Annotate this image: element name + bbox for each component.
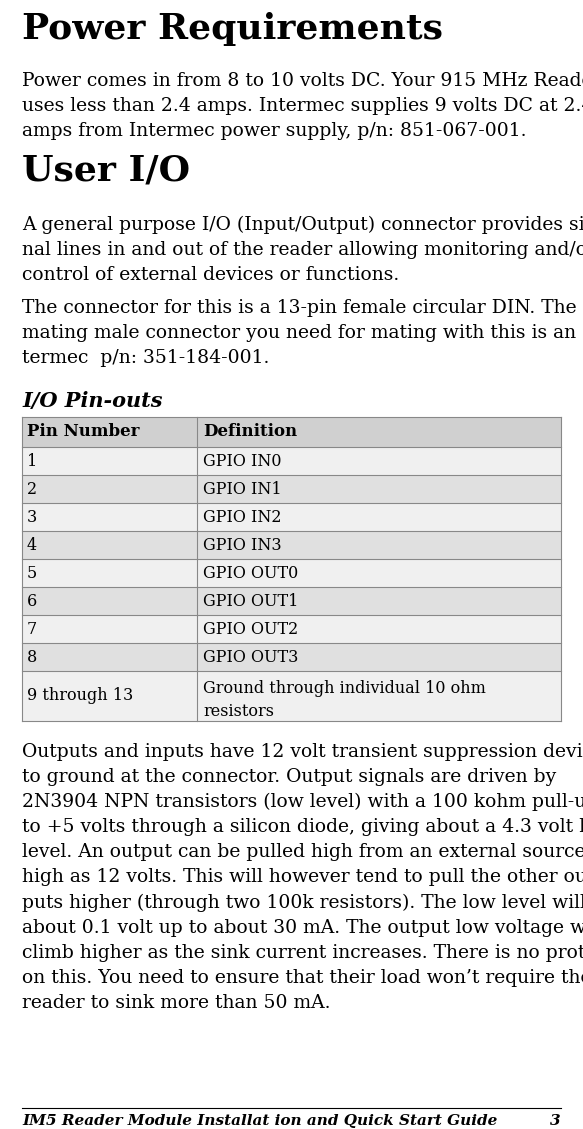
Text: 2: 2: [27, 481, 37, 498]
Bar: [22, 447, 561, 475]
Text: Definition: Definition: [203, 423, 297, 440]
Bar: [22, 671, 561, 721]
Text: GPIO IN0: GPIO IN0: [203, 453, 282, 470]
Text: A general purpose I/O (Input/Output) connector provides sig-
nal lines in and ou: A general purpose I/O (Input/Output) con…: [22, 216, 583, 285]
Text: Outputs and inputs have 12 volt transient suppression devices
to ground at the c: Outputs and inputs have 12 volt transien…: [22, 743, 583, 1012]
Text: GPIO OUT0: GPIO OUT0: [203, 564, 298, 581]
Text: 9 through 13: 9 through 13: [27, 688, 134, 704]
Text: I/O Pin-outs: I/O Pin-outs: [22, 391, 163, 411]
Text: Power Requirements: Power Requirements: [22, 12, 443, 46]
Bar: [22, 475, 561, 504]
Text: GPIO IN3: GPIO IN3: [203, 536, 282, 553]
Text: GPIO IN2: GPIO IN2: [203, 508, 282, 525]
Text: Ground through individual 10 ohm
resistors: Ground through individual 10 ohm resisto…: [203, 680, 486, 720]
Text: 3: 3: [27, 508, 37, 525]
Text: IM5 Reader Module Installat ion and Quick Start Guide: IM5 Reader Module Installat ion and Quic…: [22, 1114, 497, 1128]
Text: 8: 8: [27, 648, 37, 665]
Text: GPIO OUT3: GPIO OUT3: [203, 648, 298, 665]
Text: GPIO IN1: GPIO IN1: [203, 481, 282, 498]
Text: 3: 3: [550, 1114, 561, 1128]
Text: Pin Number: Pin Number: [27, 423, 139, 440]
Text: GPIO OUT2: GPIO OUT2: [203, 621, 298, 638]
Bar: [22, 531, 561, 559]
Bar: [22, 559, 561, 587]
Text: 1: 1: [27, 453, 37, 470]
Text: 4: 4: [27, 536, 37, 553]
Text: 6: 6: [27, 593, 37, 610]
Bar: [22, 587, 561, 615]
Bar: [22, 644, 561, 671]
Text: Power comes in from 8 to 10 volts DC. Your 915 MHz Reader
uses less than 2.4 amp: Power comes in from 8 to 10 volts DC. Yo…: [22, 72, 583, 140]
Text: 5: 5: [27, 564, 37, 581]
Text: 7: 7: [27, 621, 37, 638]
Text: The connector for this is a 13-pin female circular DIN. The
mating male connecto: The connector for this is a 13-pin femal…: [22, 299, 583, 367]
Bar: [22, 504, 561, 531]
Text: GPIO OUT1: GPIO OUT1: [203, 593, 298, 610]
Bar: [22, 417, 561, 447]
Text: User I/O: User I/O: [22, 154, 190, 189]
Bar: [22, 615, 561, 644]
